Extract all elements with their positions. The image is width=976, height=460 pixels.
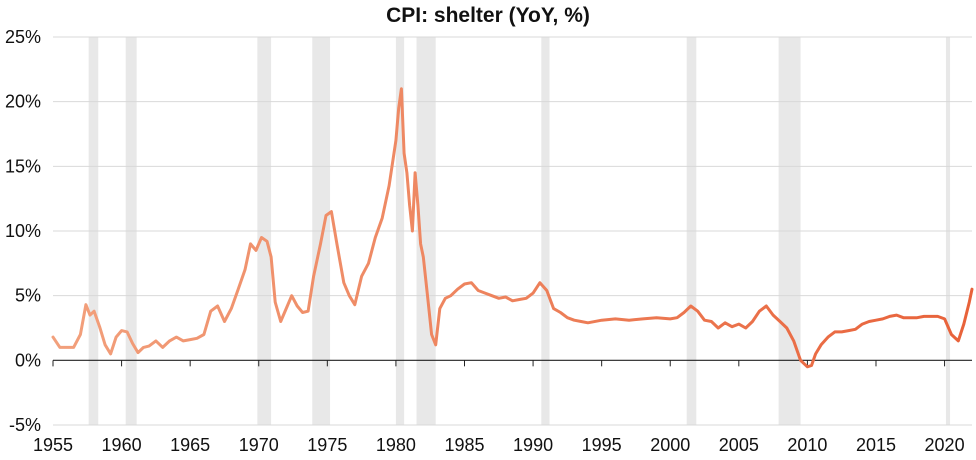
x-tick-label: 2010 bbox=[787, 435, 827, 455]
y-tick-label: 5% bbox=[15, 286, 41, 306]
y-tick-label: 25% bbox=[5, 27, 41, 47]
y-tick-label: -5% bbox=[9, 415, 41, 435]
x-tick-label: 1970 bbox=[239, 435, 279, 455]
x-tick-label: 2020 bbox=[925, 435, 965, 455]
x-tick-label: 1990 bbox=[513, 435, 553, 455]
y-tick-label: 0% bbox=[15, 350, 41, 370]
y-tick-label: 10% bbox=[5, 221, 41, 241]
chart-title: CPI: shelter (YoY, %) bbox=[386, 4, 590, 27]
x-tick-label: 1995 bbox=[582, 435, 622, 455]
series-line bbox=[51, 87, 974, 369]
x-tick-label: 1965 bbox=[170, 435, 210, 455]
x-tick-label: 1960 bbox=[102, 435, 142, 455]
x-tick-label: 2005 bbox=[719, 435, 759, 455]
x-tick-label: 2015 bbox=[856, 435, 896, 455]
x-tick-label: 1975 bbox=[307, 435, 347, 455]
y-tick-label: 15% bbox=[5, 156, 41, 176]
y-tick-label: 20% bbox=[5, 92, 41, 112]
x-tick-label: 2000 bbox=[650, 435, 690, 455]
x-tick-label: 1955 bbox=[33, 435, 73, 455]
x-tick-label: 1985 bbox=[444, 435, 484, 455]
x-tick-label: 1980 bbox=[376, 435, 416, 455]
